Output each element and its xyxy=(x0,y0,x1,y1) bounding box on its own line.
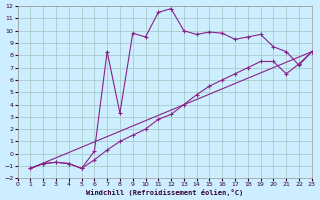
X-axis label: Windchill (Refroidissement éolien,°C): Windchill (Refroidissement éolien,°C) xyxy=(86,189,243,196)
